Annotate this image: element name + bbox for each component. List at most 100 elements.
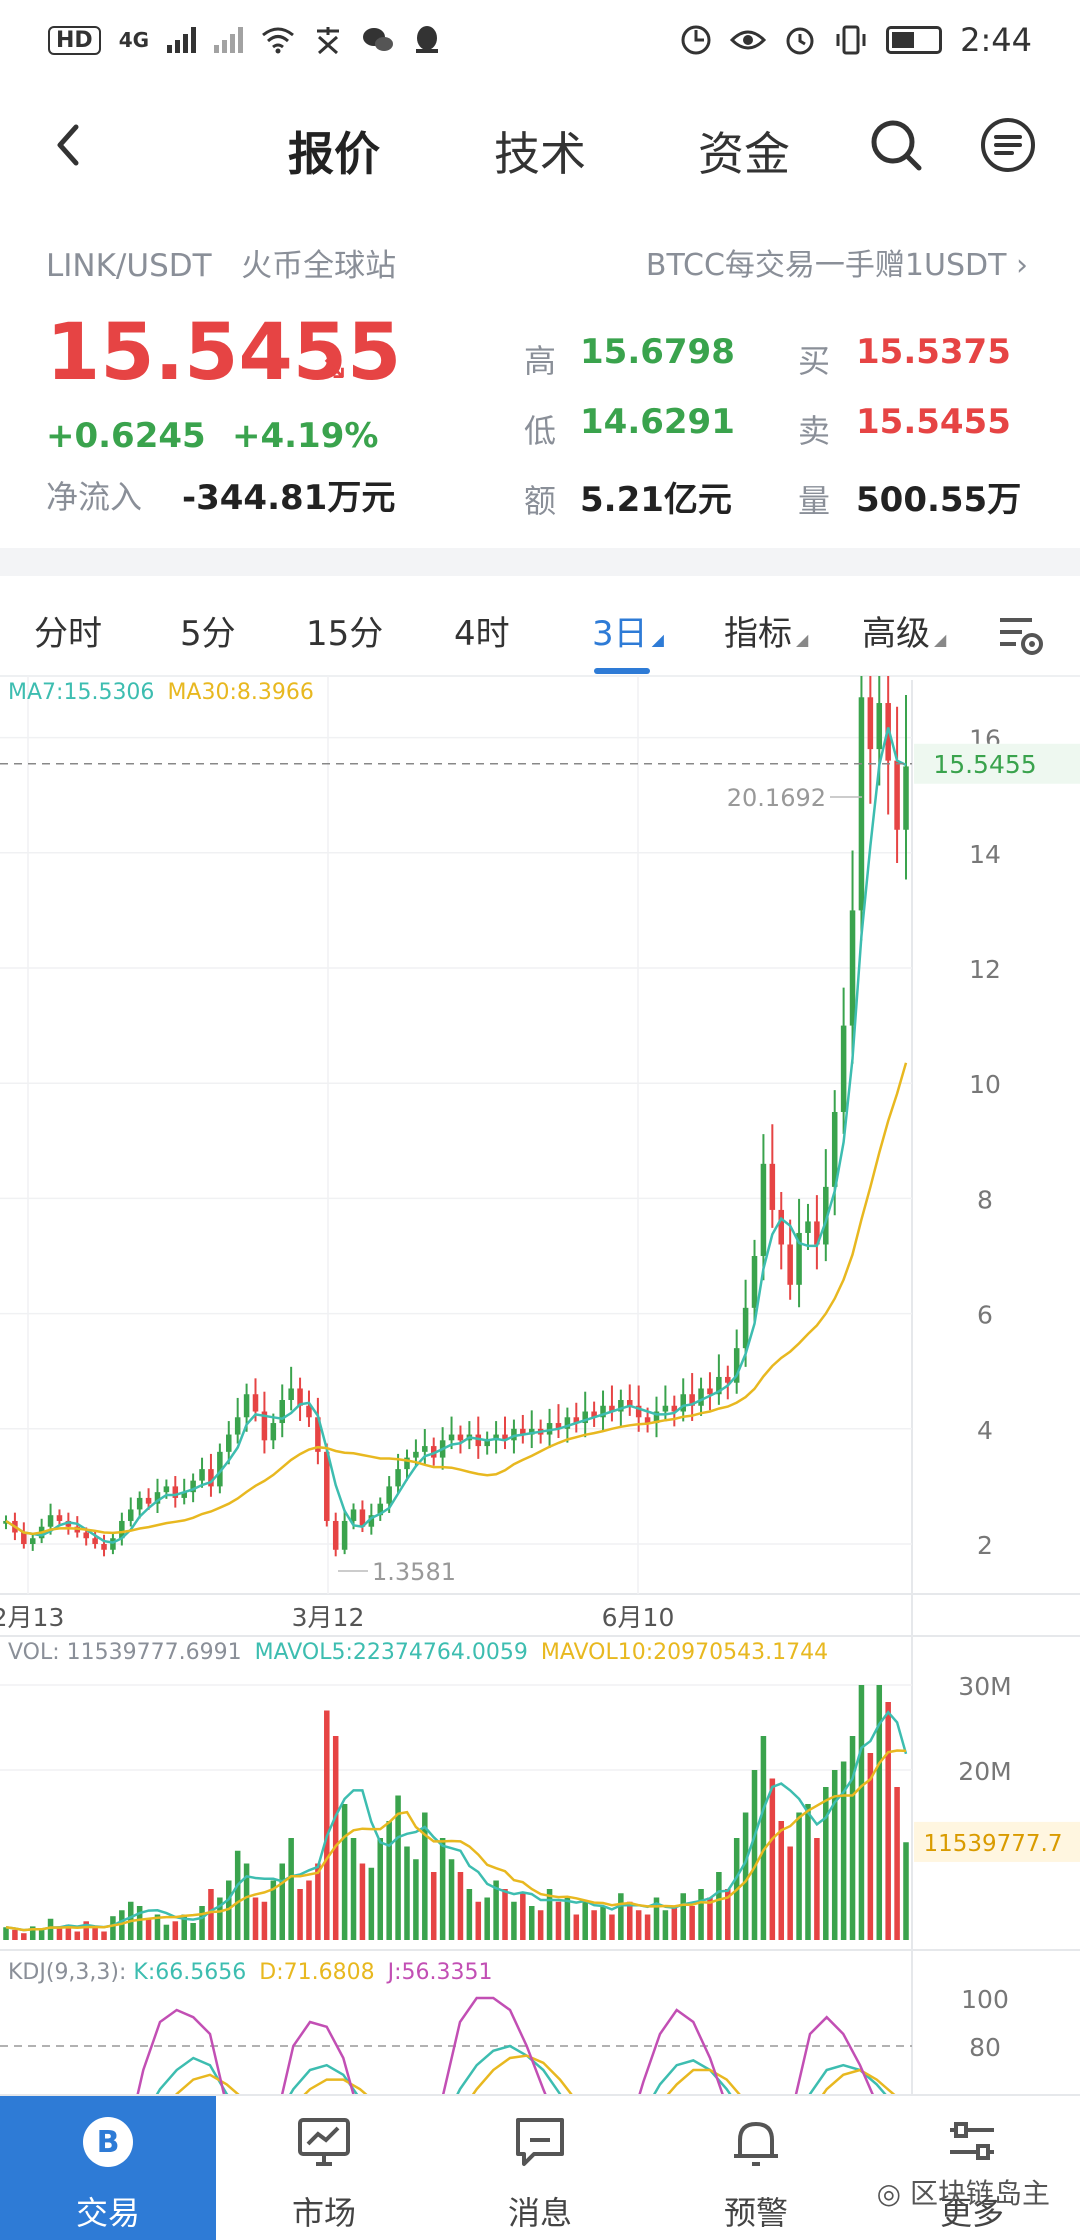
- volume-bar: [181, 1914, 187, 1940]
- period-tab-3day[interactable]: 3日 ◢: [592, 614, 664, 654]
- volume-bar: [119, 1910, 125, 1940]
- volume-bar: [279, 1863, 285, 1940]
- candle-body: [528, 1428, 535, 1435]
- volume-bar: [404, 1846, 410, 1940]
- volume-bar: [430, 1872, 437, 1940]
- stat-value-bid: 15.5375: [856, 332, 1011, 372]
- candle-body: [591, 1411, 597, 1418]
- advanced-dropdown[interactable]: 高级 ◢: [862, 614, 947, 654]
- volume-bar: [359, 1863, 366, 1940]
- back-arrow-icon[interactable]: [40, 115, 100, 175]
- stat-label-volume: 量: [798, 482, 831, 520]
- stat-label-high: 高: [524, 342, 557, 380]
- candle-body: [716, 1376, 722, 1395]
- volume-bars: [3, 1685, 909, 1940]
- candle-body: [555, 1423, 562, 1429]
- volume-bar: [867, 1753, 874, 1940]
- candle-body: [190, 1480, 196, 1493]
- volume-bar: [609, 1914, 615, 1940]
- stat-value-high: 15.6798: [580, 332, 735, 372]
- volume-bar: [3, 1927, 9, 1940]
- volume-bar: [582, 1901, 588, 1940]
- nav-trade[interactable]: B 交易: [0, 2096, 216, 2240]
- mavol5-line: [5, 1710, 908, 1932]
- dropdown-corner-icon: ◢: [796, 630, 809, 649]
- candle-body: [787, 1244, 793, 1285]
- volume-bar: [448, 1859, 455, 1940]
- candle-body: [831, 1112, 838, 1187]
- volume-bar: [172, 1921, 179, 1940]
- tab-quote[interactable]: 报价: [288, 127, 380, 181]
- volume-bar: [600, 1906, 606, 1940]
- period-tab-15min[interactable]: 15分: [306, 614, 384, 654]
- current-price-tag: [914, 743, 1080, 784]
- ma-legend: MA7:15.5306 MA30:8.3966: [8, 680, 314, 705]
- promo-link[interactable]: BTCC每交易一手赠1USDT ›: [645, 248, 1028, 283]
- volume-bar: [858, 1685, 865, 1940]
- candle-body: [609, 1405, 615, 1412]
- volume-bar: [324, 1710, 330, 1940]
- volume-bar: [413, 1859, 419, 1940]
- kline-chart[interactable]: 20181614121086422月133月126月1015.545520.16…: [0, 676, 1080, 2094]
- tab-funds[interactable]: 资金: [698, 127, 790, 181]
- x-tick-label: 3月12: [292, 1603, 365, 1632]
- netflow-value: -344.81万元: [182, 478, 396, 518]
- network-type-indicator: 4G: [118, 28, 150, 52]
- candle-body: [849, 910, 856, 1026]
- candle-body: [689, 1394, 695, 1406]
- volume-bar: [511, 1901, 517, 1940]
- search-icon[interactable]: [866, 115, 926, 175]
- candle-body: [814, 1221, 820, 1245]
- candle-body: [564, 1417, 571, 1429]
- nav-messages[interactable]: 消息: [432, 2096, 648, 2240]
- candle-body: [377, 1503, 384, 1516]
- volume-bar: [689, 1906, 695, 1940]
- volume-bar: [297, 1889, 303, 1940]
- status-bar: HD 4G 2:44: [0, 0, 1080, 80]
- vol-y-tick-label: 30M: [958, 1672, 1011, 1701]
- kdj-j-legend: J:56.3351: [387, 1960, 493, 1985]
- candle-body: [769, 1163, 776, 1210]
- eye-comfort-icon: [730, 30, 767, 50]
- kdj-d-line: [175, 2054, 896, 2094]
- period-tab-timeshare[interactable]: 分时: [34, 614, 102, 654]
- volume-bar: [145, 1918, 152, 1940]
- vibrate-icon: [836, 25, 866, 55]
- nav-market[interactable]: 市场: [216, 2096, 432, 2240]
- candle-body: [546, 1423, 553, 1435]
- nav-market-label: 市场: [291, 2194, 356, 2232]
- nav-alerts[interactable]: 预警: [648, 2096, 864, 2240]
- volume-bar: [876, 1685, 883, 1940]
- svg-text:B: B: [97, 2125, 120, 2160]
- volume-bar: [698, 1889, 704, 1940]
- volume-bar: [422, 1812, 428, 1940]
- volume-bar: [83, 1921, 89, 1940]
- volume-bar: [475, 1901, 482, 1940]
- volume-bar: [555, 1901, 562, 1940]
- indicator-dropdown[interactable]: 指标 ◢: [724, 614, 809, 654]
- candle-body: [653, 1411, 660, 1424]
- volume-bar: [21, 1933, 27, 1940]
- chart-settings-icon[interactable]: [996, 610, 1046, 660]
- period-tab-4h[interactable]: 4时: [454, 614, 510, 654]
- volume-bar: [627, 1901, 633, 1940]
- nav-more[interactable]: 更多: [864, 2096, 1080, 2240]
- volume-bar: [395, 1795, 401, 1940]
- candle-body: [350, 1509, 357, 1521]
- tab-technical[interactable]: 技术: [494, 127, 586, 181]
- app-notification-icon: [317, 27, 340, 55]
- volume-bar: [894, 1787, 900, 1940]
- volume-bar: [644, 1914, 651, 1940]
- volume-bar: [671, 1906, 678, 1940]
- volume-bar: [136, 1906, 143, 1940]
- candle-body: [306, 1405, 312, 1418]
- candle-body: [83, 1532, 89, 1539]
- period-tab-5min[interactable]: 5分: [180, 614, 236, 654]
- candle-body: [29, 1538, 36, 1544]
- candle-body: [92, 1538, 98, 1544]
- menu-icon[interactable]: [978, 115, 1038, 175]
- candles: [3, 676, 909, 1557]
- volume-bar: [814, 1838, 820, 1940]
- signal-icon: [167, 27, 197, 53]
